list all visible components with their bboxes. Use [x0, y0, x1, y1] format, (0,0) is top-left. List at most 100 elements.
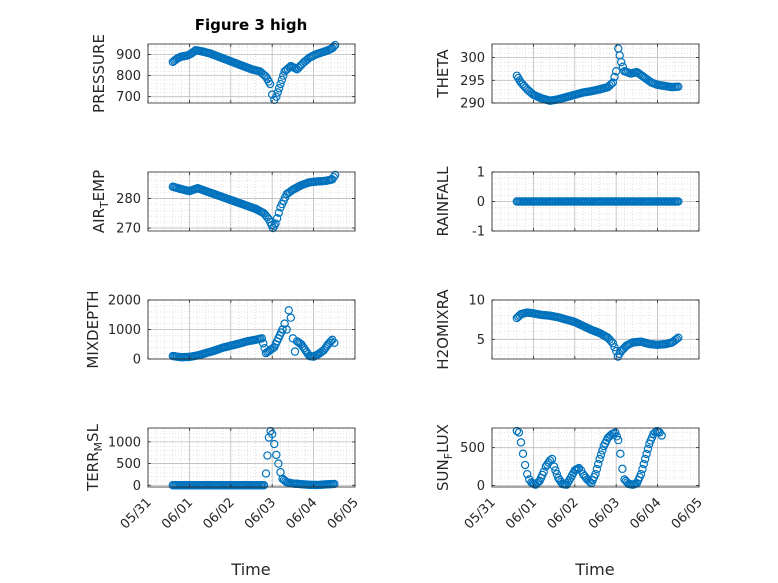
y-axis-label: MIXDEPTH	[84, 290, 102, 368]
data-point	[329, 172, 338, 182]
data-point	[274, 208, 284, 218]
subplot-h2omixra: 5 10 H2OMIXRA	[434, 289, 700, 370]
series-markers	[168, 170, 340, 233]
data-point	[595, 454, 604, 464]
data-point	[563, 478, 573, 487]
figure-title: Figure 3 high	[195, 16, 308, 34]
data-point	[534, 478, 543, 487]
y-tick-label: 10	[468, 294, 485, 309]
x-axis-label-left: Time	[230, 560, 270, 579]
y-tick-label: 270	[116, 222, 141, 237]
data-point	[512, 426, 522, 436]
data-point	[672, 334, 681, 344]
y-tick-label: 0	[477, 195, 485, 210]
data-point	[611, 428, 620, 437]
data-point	[265, 79, 275, 89]
y-axis-label: RAINFALL	[434, 166, 452, 237]
data-point	[539, 467, 548, 477]
y-tick-label: 0	[133, 353, 141, 368]
data-point	[614, 435, 623, 445]
data-point	[674, 82, 683, 91]
axes-box	[147, 427, 356, 488]
y-tick-label: 290	[460, 97, 485, 112]
data-point	[612, 67, 621, 76]
data-point	[282, 325, 291, 334]
data-point	[290, 347, 300, 356]
data-point	[329, 42, 338, 51]
data-point	[608, 78, 618, 87]
data-point	[643, 444, 653, 454]
series-markers	[512, 308, 683, 361]
data-point	[518, 449, 528, 458]
tick-marks	[491, 44, 700, 104]
data-point	[674, 197, 683, 206]
subplot-rainfall: -1 0 1 RAINFALL	[434, 166, 700, 240]
data-point	[274, 84, 284, 93]
minor-grid	[148, 428, 355, 487]
data-point	[562, 480, 571, 489]
y-tick-label: 1000	[108, 435, 141, 450]
data-point	[650, 428, 660, 437]
data-point	[330, 40, 340, 50]
y-axis-label: THETA	[434, 49, 452, 99]
data-point	[263, 451, 272, 460]
y-axis-label-subscript: T	[98, 201, 111, 209]
y-axis-label-main: RAINFALL	[434, 166, 452, 237]
data-point	[638, 464, 647, 474]
tick-marks	[491, 171, 700, 232]
data-point	[270, 439, 279, 449]
y-tick-label: 5	[477, 333, 485, 348]
data-point	[284, 306, 293, 315]
y-tick-label: 280	[116, 192, 141, 207]
y-tick-label: 0	[477, 479, 485, 494]
data-point	[598, 446, 607, 455]
data-point	[286, 313, 296, 322]
y-tick-label: 0	[133, 479, 141, 494]
y-axis-label-tail: EMP	[90, 170, 108, 201]
y-tick-label: 500	[116, 457, 141, 472]
y-axis-label: TERRMSL	[84, 423, 105, 492]
y-tick-label: 2000	[108, 294, 141, 309]
data-point	[261, 469, 271, 478]
data-point	[657, 431, 666, 440]
data-point	[616, 57, 626, 67]
axes-box	[491, 43, 700, 104]
data-point	[594, 459, 603, 469]
data-point	[277, 75, 287, 85]
y-tick-label: 295	[460, 74, 485, 89]
x-axis-label-right: Time	[574, 560, 614, 579]
data-point	[551, 466, 560, 475]
data-point	[271, 219, 280, 228]
data-point	[512, 71, 522, 80]
data-point	[636, 469, 646, 479]
tick-marks	[147, 44, 356, 103]
tick-marks	[147, 299, 356, 360]
subplot-air: 270 280 AIRTEMP	[90, 170, 356, 237]
data-point	[547, 454, 557, 464]
data-point	[616, 449, 625, 458]
tick-marks	[491, 299, 700, 359]
y-axis-label: PRESSURE	[90, 34, 108, 113]
data-point	[642, 449, 651, 459]
data-point	[330, 170, 340, 180]
y-tick-label: 1	[477, 166, 485, 181]
data-point	[549, 462, 559, 471]
minor-grid	[492, 172, 699, 231]
y-axis-label-main: H2OMIXRA	[434, 289, 452, 370]
y-axis-label-main: SUN	[434, 459, 452, 491]
y-axis-label: H2OMIXRA	[434, 289, 452, 370]
minor-grid	[492, 44, 699, 103]
data-point	[592, 464, 602, 474]
data-point	[514, 428, 524, 437]
y-tick-label: 700	[116, 90, 141, 105]
minor-grid	[148, 300, 355, 359]
series-markers	[168, 40, 340, 105]
data-point	[514, 73, 523, 83]
data-point	[545, 456, 555, 465]
data-point	[272, 92, 281, 101]
y-axis-label-main: AIR	[90, 208, 108, 233]
subplot-mixdepth: 0 1000 2000 MIXDEPTH	[84, 290, 356, 369]
axes-box	[147, 171, 356, 232]
y-axis-label-main: MIXDEPTH	[84, 290, 102, 368]
